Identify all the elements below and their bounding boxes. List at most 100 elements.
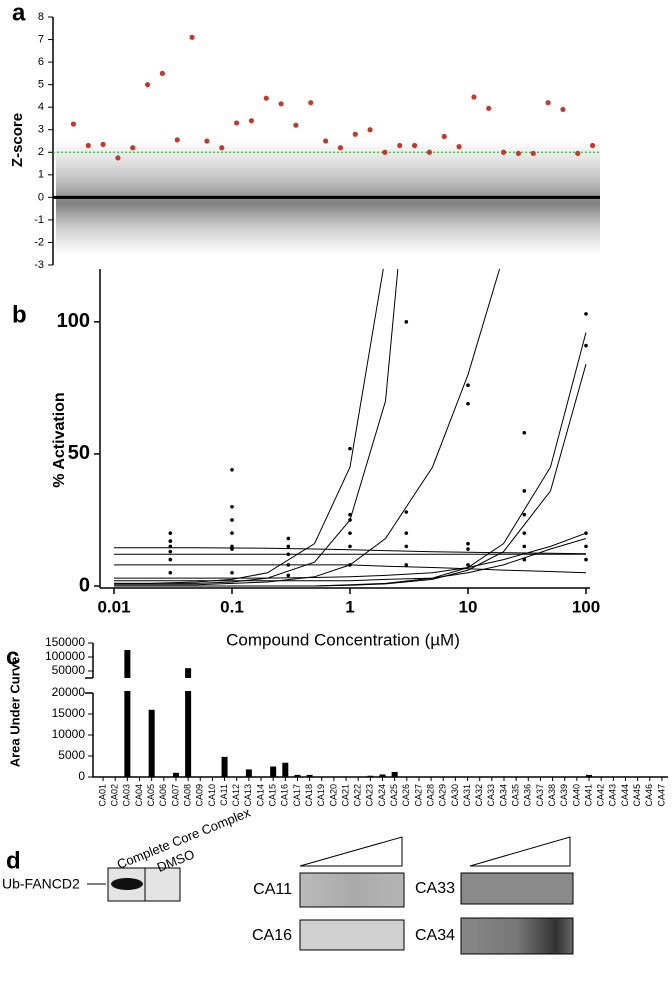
data-point	[348, 446, 352, 451]
hit-point	[293, 122, 299, 128]
bar	[185, 691, 192, 777]
x-tick-label: 0.1	[220, 597, 244, 616]
y-tick-label: 0	[79, 574, 90, 596]
x-tick-label: CA08	[182, 784, 192, 807]
y-tick-label: 7	[38, 33, 44, 45]
gradient-triangle	[469, 836, 571, 867]
y-tick-label: 3	[38, 124, 44, 136]
data-point	[522, 512, 527, 517]
fit-curve	[114, 269, 384, 584]
y-tick-label: 50	[68, 442, 90, 464]
panel-label: c	[6, 643, 19, 670]
bar	[306, 774, 313, 777]
blot-box	[299, 872, 405, 908]
data-point	[286, 536, 291, 541]
y-tick-label: -2	[34, 236, 44, 248]
x-tick-label: CA24	[377, 784, 387, 807]
data-point	[286, 573, 291, 578]
hit-point	[263, 95, 269, 101]
hit-point	[144, 82, 151, 88]
x-tick-label: CA23	[365, 784, 375, 807]
bar	[391, 771, 398, 777]
y-tick-label: 5000	[58, 748, 85, 762]
data-point	[348, 518, 352, 522]
x-tick-label: CA07	[170, 784, 180, 807]
x-tick-label: CA35	[511, 784, 521, 807]
hit-point	[70, 121, 77, 127]
x-tick-label: CA02	[110, 784, 120, 807]
data-point	[584, 544, 588, 549]
hit-point	[486, 105, 492, 111]
x-tick-label: CA25	[389, 784, 399, 807]
x-tick-label: CA15	[268, 784, 278, 807]
data-point	[230, 518, 234, 522]
x-tick-label: CA11	[219, 784, 229, 806]
x-tick-label: 10	[459, 597, 478, 616]
hit-point	[248, 118, 255, 124]
data-point	[584, 557, 588, 562]
y-tick-label: 10000	[52, 727, 86, 741]
data-point	[348, 512, 352, 517]
hit-point	[382, 149, 388, 155]
x-tick-label: CA44	[620, 784, 630, 807]
x-tick-label: CA20	[328, 784, 338, 807]
x-tick-label: CA09	[195, 784, 205, 807]
y-tick-label: 5	[38, 79, 44, 91]
x-tick-label: CA12	[231, 784, 241, 807]
data-point	[522, 531, 527, 535]
hit-point	[515, 150, 522, 156]
x-tick-label: CA39	[559, 784, 569, 807]
x-tick-label: CA43	[608, 784, 618, 807]
x-tick-label: CA29	[438, 784, 448, 807]
hit-point	[219, 145, 225, 151]
bar	[586, 774, 593, 777]
bar	[367, 775, 374, 777]
blot-box	[460, 872, 574, 905]
hit-point	[130, 145, 136, 151]
x-tick-label: CA06	[158, 784, 168, 807]
x-tick-label: CA42	[596, 784, 606, 807]
x-tick-label: CA33	[486, 784, 496, 807]
hit-point	[204, 138, 210, 144]
bar	[185, 668, 192, 678]
y-axis-label: Z-score	[9, 113, 26, 167]
data-point	[230, 570, 234, 575]
fit-curve	[114, 547, 587, 555]
data-point	[348, 563, 352, 567]
x-axis-label: Compound Concentration (µM)	[226, 630, 460, 649]
bar	[379, 774, 386, 777]
compound-label: CA11	[253, 881, 292, 898]
bar	[172, 772, 179, 777]
blot	[87, 836, 574, 955]
x-tick-label: CA32	[474, 784, 484, 807]
data-point	[466, 563, 470, 567]
y-tick-label: -1	[34, 214, 44, 226]
fit-curve	[114, 269, 399, 584]
data-point	[168, 570, 173, 575]
data-point	[168, 557, 173, 562]
y-tick-label: 6	[38, 56, 44, 68]
data-point	[286, 563, 291, 567]
bar	[221, 756, 228, 777]
data-point	[522, 489, 527, 493]
hit-point	[174, 137, 180, 143]
y-tick-label: 4	[38, 101, 44, 113]
data-point	[230, 467, 234, 472]
x-tick-label: CA18	[304, 784, 314, 807]
fit-curve	[114, 269, 501, 586]
data-point	[168, 549, 173, 554]
hit-point	[189, 34, 195, 40]
hit-point	[233, 120, 240, 126]
x-tick-label: CA40	[571, 784, 581, 807]
data-point	[404, 320, 409, 324]
compound-label: CA33	[415, 880, 455, 897]
x-tick-label: CA47	[656, 784, 666, 807]
x-tick-label: CA36	[523, 784, 533, 807]
hit-point	[352, 131, 358, 137]
bar	[282, 762, 289, 777]
hit-point	[471, 94, 477, 100]
data-point	[522, 557, 527, 562]
y-tick-label: 50000	[52, 663, 86, 677]
x-tick-label: CA14	[255, 784, 265, 807]
x-tick-label: CA22	[353, 784, 363, 807]
